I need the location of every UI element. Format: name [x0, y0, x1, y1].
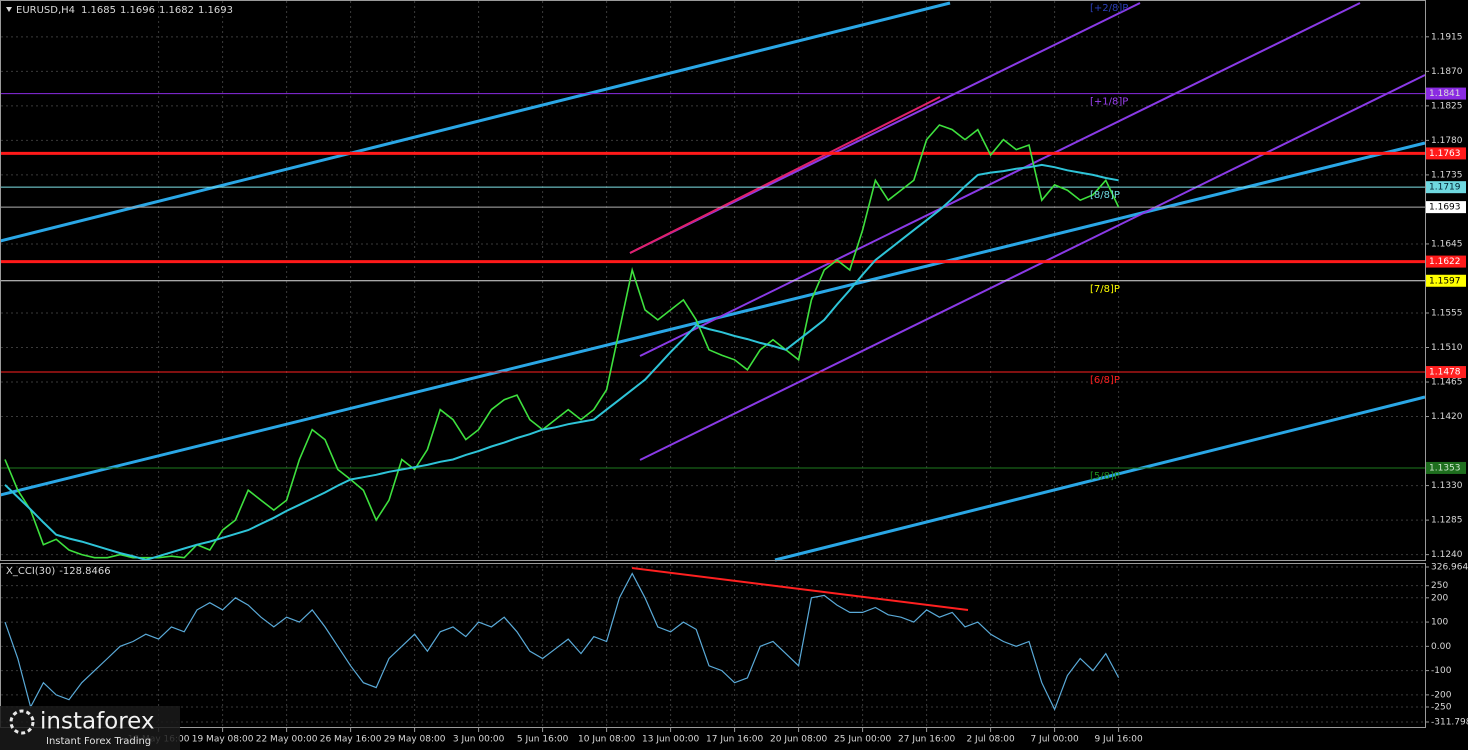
- y-tick-label: 1.1510: [1431, 343, 1463, 353]
- indicator-value: -128.8466: [59, 566, 110, 577]
- murray-label: [+1/8]P: [1090, 97, 1128, 108]
- murray-label: [+2/8]P: [1090, 3, 1128, 14]
- regression-line: [639, 74, 1426, 461]
- menu-arrow: [6, 7, 12, 12]
- level-label-box: [1426, 274, 1466, 287]
- x-tick-label: 29 May 08:00: [384, 735, 446, 745]
- level-label: 1.1763: [1429, 149, 1461, 159]
- y-tick-label: 100: [1431, 618, 1448, 628]
- trend-line: [629, 96, 941, 254]
- open: 1.1685: [81, 5, 116, 16]
- murray-label: [5/8]P: [1090, 471, 1120, 482]
- level-label-box: [1426, 147, 1466, 160]
- header: EURUSD,H4 1.1685 1.1696 1.1682 1.1693: [16, 5, 233, 16]
- level-label-box: [1426, 87, 1466, 100]
- level-label-box: [1426, 201, 1466, 214]
- x-tick-label: 17 Jun 16:00: [706, 735, 763, 745]
- logo-icon: [9, 709, 35, 735]
- y-tick-label: 1.1870: [1431, 67, 1463, 77]
- level-label: 1.1353: [1429, 463, 1461, 473]
- murray-label: [6/8]P: [1090, 375, 1120, 386]
- level-label-box: [1426, 255, 1466, 268]
- low: 1.1682: [159, 5, 194, 16]
- y-tick-label: -250: [1431, 703, 1452, 713]
- x-tick-label: 7 Jul 00:00: [1030, 735, 1079, 745]
- y-tick-label: 1.1465: [1431, 378, 1463, 388]
- y-tick-label: 1.1780: [1431, 136, 1463, 146]
- x-tick-label: 2 Jul 08:00: [966, 735, 1015, 745]
- x-tick-label: 9 Jul 16:00: [1094, 735, 1143, 745]
- y-tick-label: 200: [1431, 593, 1448, 603]
- series-line: [4, 124, 1120, 559]
- levels: [1, 0, 1425, 469]
- high: 1.1696: [120, 5, 155, 16]
- murray-label: [8/8]P: [1090, 190, 1120, 201]
- level-label-box: [1426, 181, 1466, 194]
- grid: [1, 1, 1429, 727]
- y-tick-label: 0.00: [1431, 642, 1451, 652]
- y-tick-label: 1.1825: [1431, 101, 1463, 111]
- level-label: 1.1622: [1429, 257, 1461, 267]
- y-tick-label: 1.1555: [1431, 308, 1463, 318]
- indicator-title: X_CCI(30): [6, 566, 55, 577]
- x-tick-label: 5 Jun 16:00: [517, 735, 569, 745]
- y-tick-label: 1.1915: [1431, 32, 1463, 42]
- series-line: [4, 572, 1120, 711]
- level-label: 1.1693: [1429, 203, 1461, 213]
- level-label: 1.1478: [1429, 368, 1461, 378]
- y-tick-label: 1.1420: [1431, 412, 1463, 422]
- level-label-box: [1426, 366, 1466, 379]
- y-tick-label: -100: [1431, 666, 1452, 676]
- x-tick-label: 26 May 16:00: [320, 735, 382, 745]
- symbol: EURUSD,H4: [16, 5, 75, 16]
- divergence-line: [631, 567, 969, 611]
- close: 1.1693: [198, 5, 233, 16]
- y-tick-label: 1.1735: [1431, 170, 1463, 180]
- x-tick-label: 19 May 08:00: [192, 735, 254, 745]
- level-label: 1.1841: [1429, 89, 1461, 99]
- channel-line: [774, 395, 1426, 562]
- y-tick-label: 1.1285: [1431, 516, 1463, 526]
- logo-name: instaforex: [40, 709, 155, 735]
- x-tick-label: 22 May 00:00: [256, 735, 318, 745]
- x-tick-label: 20 Jun 08:00: [770, 735, 827, 745]
- y-tick-label: 1.1240: [1431, 550, 1463, 560]
- indicator-header: X_CCI(30) -128.8466: [6, 566, 111, 577]
- level-label: 1.1597: [1429, 276, 1461, 286]
- y-tick-label: 250: [1431, 581, 1448, 591]
- objects: [0, 1, 1426, 562]
- murray-label: [7/8]P: [1090, 284, 1120, 295]
- logo-tagline: Instant Forex Trading: [46, 736, 151, 747]
- indicator-frame: [0, 563, 1426, 728]
- main-frame: [0, 0, 1426, 561]
- x-tick-label: 10 Jun 08:00: [578, 735, 635, 745]
- y-tick-label: -200: [1431, 690, 1452, 700]
- logo: instaforex Instant Forex Trading: [0, 706, 180, 750]
- channel-line: [0, 1, 951, 243]
- series-line: [4, 163, 1119, 562]
- x-tick-label: 13 Jun 00:00: [642, 735, 699, 745]
- regression-line: [639, 2, 1361, 357]
- x-tick-label: 25 Jun 00:00: [834, 735, 891, 745]
- y-tick-label: 1.1645: [1431, 239, 1463, 249]
- level-label-box: [1426, 461, 1466, 474]
- y-tick-label: -311.798: [1431, 718, 1468, 728]
- level-label: 1.1719: [1429, 183, 1461, 193]
- x-tick-label: 3 Jun 00:00: [453, 735, 505, 745]
- y-tick-label: 326.9647: [1431, 563, 1468, 573]
- y-tick-label: 1.1330: [1431, 481, 1463, 491]
- channel-line: [0, 141, 1426, 497]
- plot: [4, 124, 1120, 711]
- x-tick-label: 27 Jun 16:00: [898, 735, 955, 745]
